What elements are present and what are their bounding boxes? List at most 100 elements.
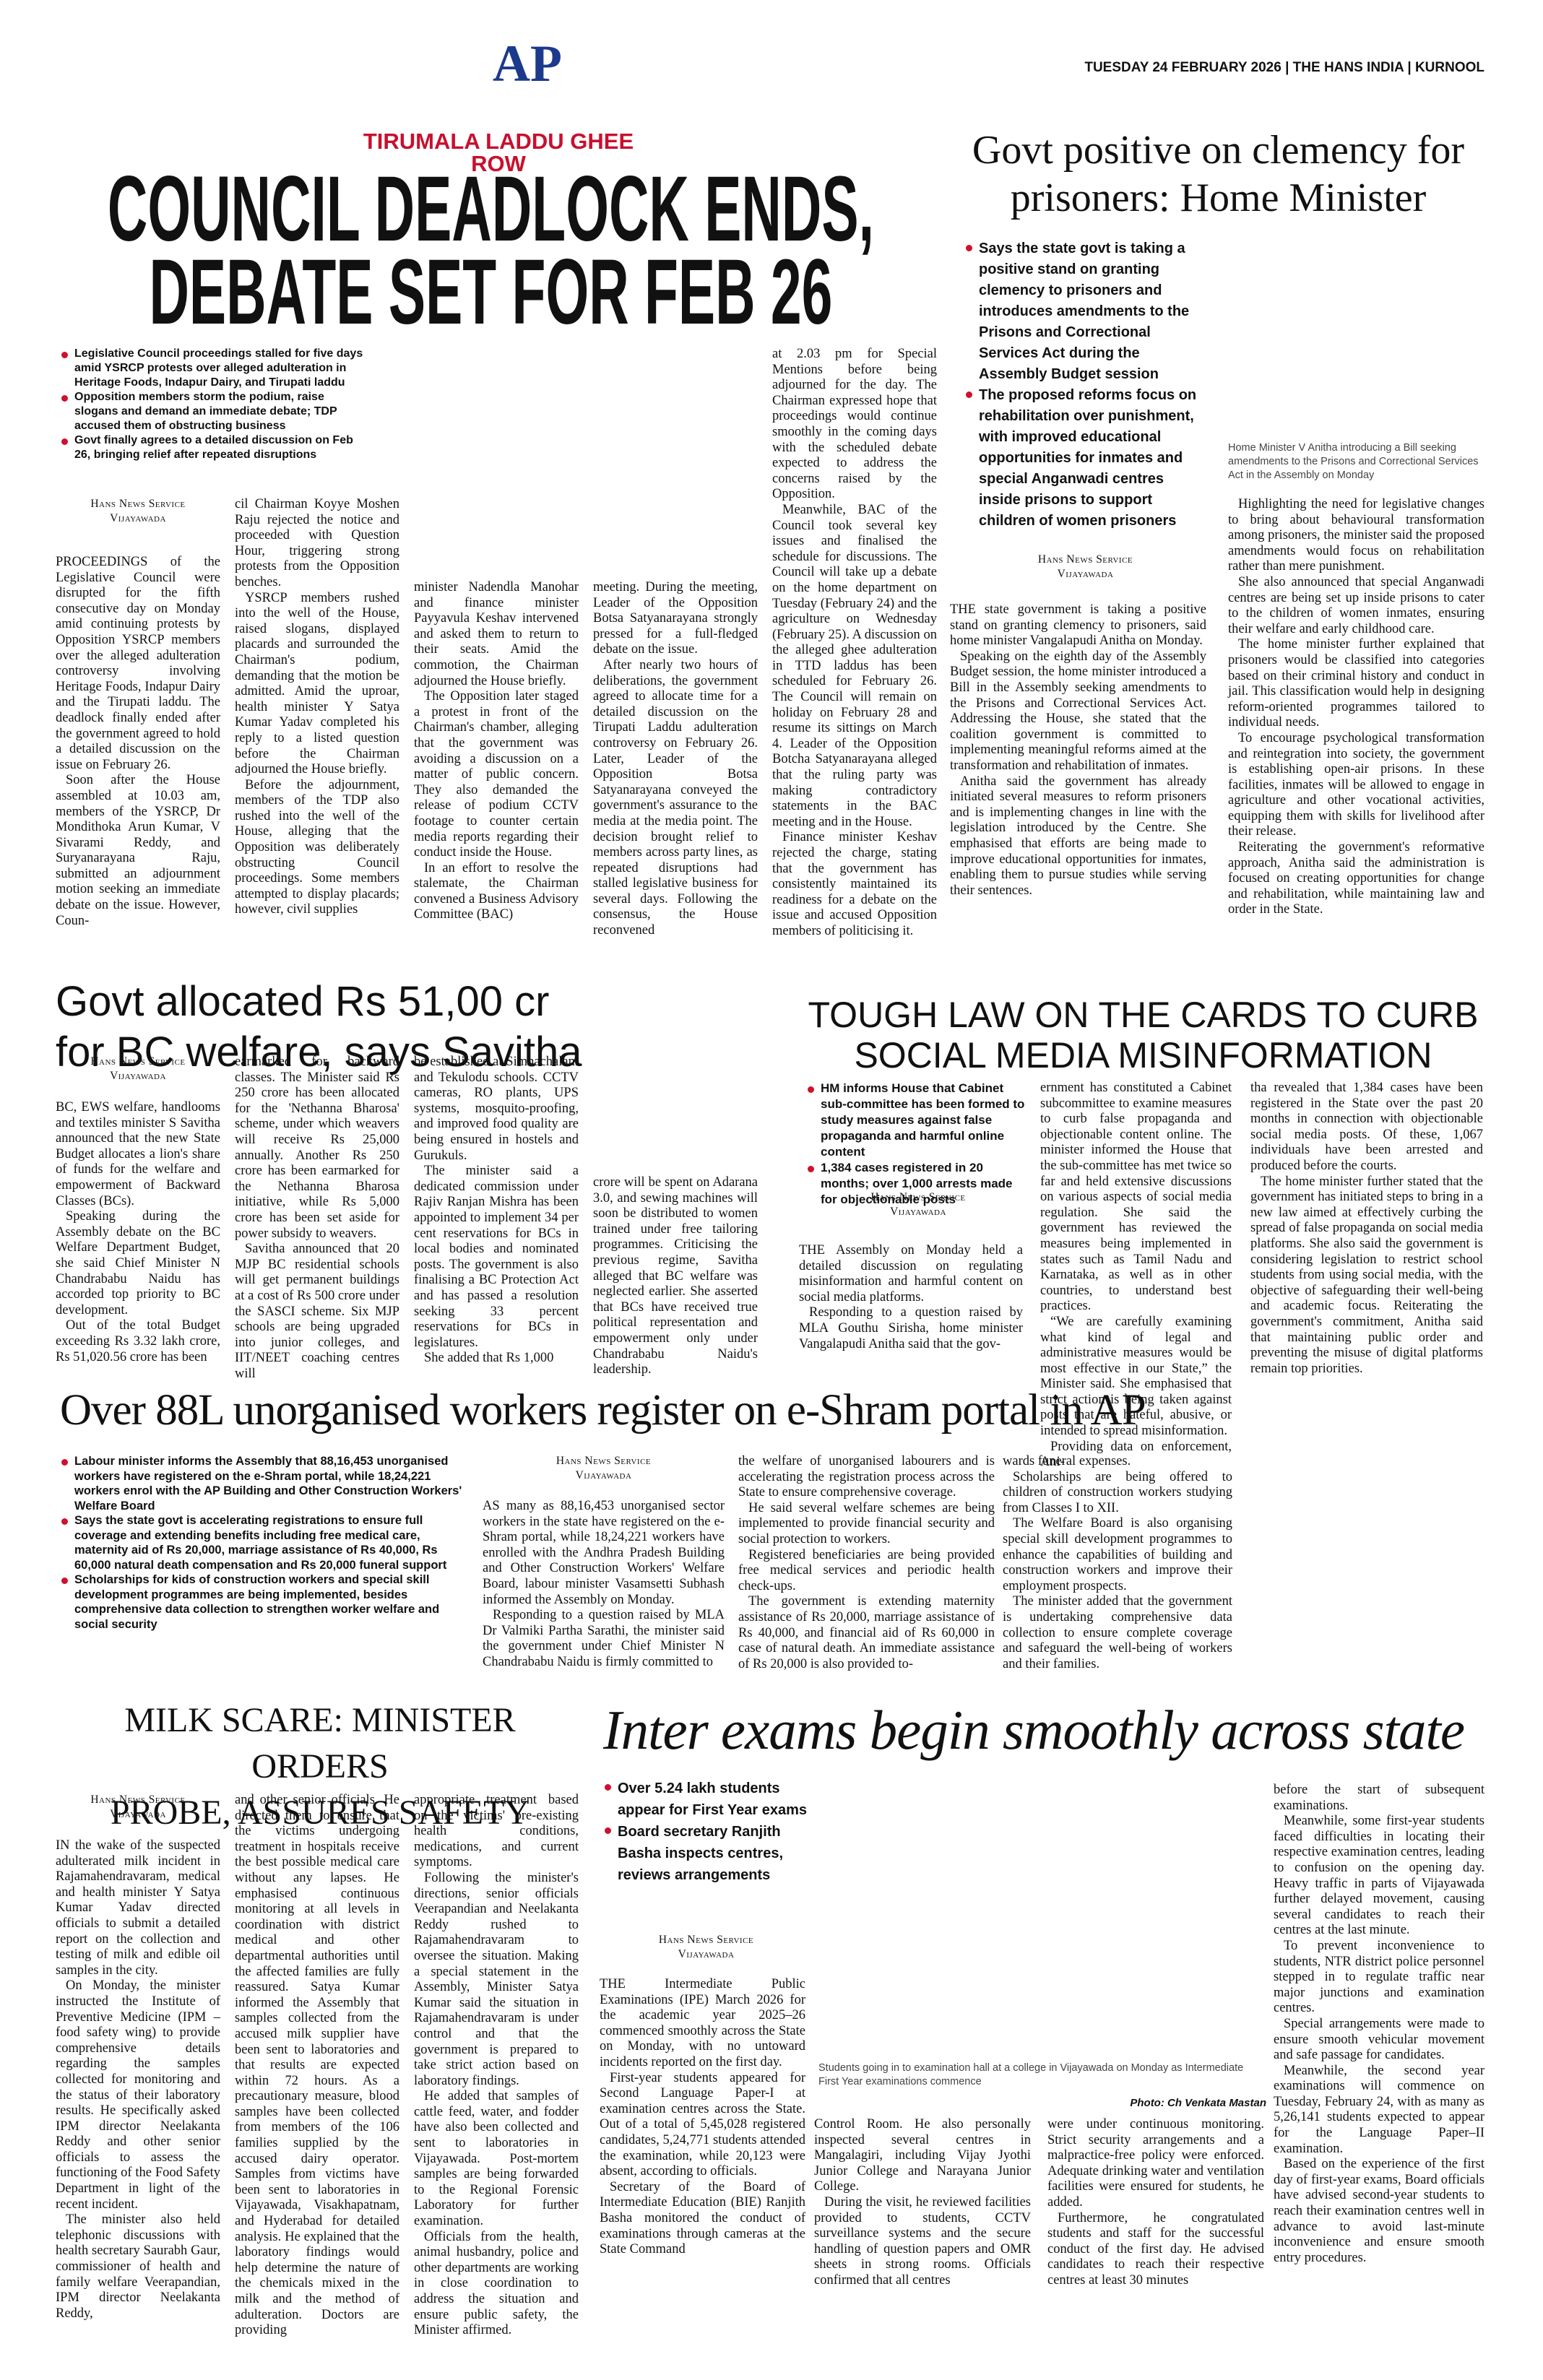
paragraph: THE Intermediate Public Examinations (IP…	[600, 1977, 805, 2069]
text-column: BC, EWS welfare, handlooms and textiles …	[56, 1100, 220, 1365]
paragraph: Responding to a question raised by MLA G…	[799, 1305, 1023, 1351]
headline: MILK SCARE: MINISTER ORDERS PROBE, ASSURE…	[60, 1697, 580, 1836]
paragraph: cil Chairman Koyye Moshen Raju rejected …	[235, 497, 399, 589]
text-column: and other senior officials. He directed …	[235, 1793, 399, 2339]
paragraph: To encourage psychological transformatio…	[1228, 730, 1484, 839]
paragraph: The minister said a dedicated commission…	[414, 1164, 579, 1350]
highlight: Says the state govt is accelerating regi…	[60, 1513, 467, 1572]
text-column: THE Intermediate Public Examinations (IP…	[600, 1977, 805, 2258]
paragraph: On Monday, the minister instructed the I…	[56, 1978, 220, 2212]
paragraph: BC, EWS welfare, handlooms and textiles …	[56, 1100, 220, 1208]
headline: Over 88L unorganised workers register on…	[60, 1385, 1245, 1436]
headline: Inter exams begin smoothly across state	[603, 1697, 1484, 1762]
text-column: crore will be spent on Adarana 3.0, and …	[593, 1175, 758, 1378]
byline-place: Vijayawada	[110, 1070, 166, 1082]
byline: Hans News Service Vijayawada	[56, 1793, 220, 1822]
text-column: the welfare of unorganised labourers and…	[738, 1454, 995, 1672]
text-column: AS many as 88,16,453 unorganised sector …	[483, 1499, 725, 1671]
text-column: at 2.03 pm for Special Mentions before b…	[772, 347, 937, 940]
paragraph: Secretary of the Board of Intermediate E…	[600, 2179, 805, 2257]
byline-place: Vijayawada	[110, 512, 166, 524]
paragraph: The home minister further stated that th…	[1250, 1174, 1483, 1376]
paragraph: PROCEEDINGS of the Legislative Council w…	[56, 555, 220, 772]
highlight: Scholarships for kids of construction wo…	[60, 1572, 467, 1632]
paragraph: before the start of subsequent examinati…	[1274, 1783, 1484, 1813]
headline-line: TOUGH LAW ON THE CARDS TO CURB	[808, 995, 1479, 1035]
paragraph: Special arrangements were made to ensure…	[1274, 2016, 1484, 2063]
paragraph: Reiterating the government's reformative…	[1228, 840, 1484, 917]
byline-agency: Hans News Service	[658, 1934, 754, 1946]
paragraph: Meanwhile, some first-year students face…	[1274, 1814, 1484, 1938]
byline: Hans News Service Vijayawada	[964, 553, 1206, 581]
paragraph: Soon after the House assembled at 10.03 …	[56, 773, 220, 928]
paragraph: appropriate treatment based on the victi…	[414, 1793, 579, 1870]
paragraph: He said several welfare schemes are bein…	[738, 1500, 995, 1546]
paragraph: He added that samples of cattle feed, wa…	[414, 2089, 579, 2229]
paragraph: Before the adjournment, members of the T…	[235, 777, 399, 917]
byline-place: Vijayawada	[575, 1469, 632, 1481]
paragraph: IN the wake of the suspected adulterated…	[56, 1838, 220, 1978]
paragraph: earmarked for backward classes. The Mini…	[235, 1055, 399, 1241]
paragraph: The government is extending maternity as…	[738, 1594, 995, 1671]
highlights: Says the state govt is taking a positive…	[964, 238, 1206, 532]
paragraph: The Opposition later staged a protest in…	[414, 689, 579, 860]
paragraph: Meanwhile, the second year examinations …	[1274, 2063, 1484, 2156]
byline-agency: Hans News Service	[556, 1455, 652, 1467]
highlight: Over 5.24 lakh students appear for First…	[603, 1778, 809, 1821]
byline-agency: Hans News Service	[90, 1055, 186, 1068]
paragraph: To prevent inconvenience to students, NT…	[1274, 1938, 1484, 2016]
headline: Govt positive on clemency for prisoners: …	[952, 126, 1484, 222]
paragraph: The Welfare Board is also organising spe…	[1003, 1516, 1232, 1593]
headline-line: MILK SCARE: MINISTER ORDERS	[124, 1701, 516, 1786]
paragraph: AS many as 88,16,453 unorganised sector …	[483, 1499, 725, 1607]
paragraph: at 2.03 pm for Special Mentions before b…	[772, 347, 937, 502]
text-column: THE Assembly on Monday held a detailed d…	[799, 1243, 1023, 1352]
highlight: HM informs House that Cabinet sub-commit…	[806, 1081, 1026, 1160]
paragraph: She added that Rs 1,000	[424, 1351, 554, 1366]
paragraph: Scholarships are being offered to childr…	[1003, 1469, 1232, 1515]
byline-agency: Hans News Service	[90, 1793, 186, 1806]
paragraph: Registered beneficiaries are being provi…	[738, 1547, 995, 1593]
byline: Hans News Service Vijayawada	[483, 1454, 725, 1483]
text-column: PROCEEDINGS of the Legislative Council w…	[56, 555, 220, 929]
paragraph: the welfare of unorganised labourers and…	[738, 1454, 995, 1500]
paragraph: Meanwhile, BAC of the Council took sever…	[772, 502, 937, 829]
text-column: IN the wake of the suspected adulterated…	[56, 1838, 220, 2321]
paragraph: Following the minister's directions, sen…	[414, 1870, 579, 2088]
paragraph: The minister also held telephonic discus…	[56, 2212, 220, 2321]
highlights: HM informs House that Cabinet sub-commit…	[806, 1081, 1026, 1208]
headline-line: COUNCIL DEADLOCK ENDS,	[107, 157, 874, 261]
dateline: TUESDAY 24 FEBRUARY 2026 | THE HANS INDI…	[1084, 60, 1484, 75]
text-column: cil Chairman Koyye Moshen Raju rejected …	[235, 497, 399, 918]
headline-line: Govt positive on clemency for	[972, 128, 1465, 173]
highlight: Govt finally agrees to a detailed discus…	[60, 433, 363, 462]
paragraph: THE Assembly on Monday held a detailed d…	[799, 1243, 1023, 1304]
paragraph: Providing data on enforcement, Ani-	[1040, 1439, 1232, 1470]
paragraph: Furthermore, he congratulated students a…	[1047, 2210, 1264, 2288]
paragraph: Speaking during the Assembly debate on t…	[56, 1209, 220, 1317]
paragraph: THE state government is taking a positiv…	[950, 602, 1206, 649]
highlights: Legislative Council proceedings stalled …	[60, 347, 363, 462]
byline: Hans News Service Vijayawada	[813, 1190, 1023, 1219]
paragraph: Responding to a question raised by MLA D…	[483, 1608, 725, 1669]
byline-agency: Hans News Service	[90, 498, 186, 510]
photo-credit: Photo: Ch Venkata Mastan	[1130, 2097, 1266, 2109]
highlight: Legislative Council proceedings stalled …	[60, 347, 363, 390]
paragraph: wards funeral expenses.	[1003, 1454, 1131, 1468]
text-column: be established at Simhachalam and Tekulo…	[414, 1055, 579, 1367]
headline-line: Over 88L unorganised workers register on…	[60, 1386, 1146, 1435]
paragraph: During the visit, he reviewed facilities…	[814, 2194, 1031, 2288]
byline: Hans News Service Vijayawada	[603, 1933, 809, 1962]
paragraph: minister Nadendla Manohar and finance mi…	[414, 580, 579, 688]
text-column: earmarked for backward classes. The Mini…	[235, 1055, 399, 1382]
headline: Govt allocated Rs 51,00 cr for BC welfare…	[56, 977, 655, 1078]
highlight: 1,384 cases registered in 20 months; ove…	[806, 1160, 1026, 1208]
text-column: wards funeral expenses. Scholarships are …	[1003, 1454, 1232, 1672]
byline-agency: Hans News Service	[1037, 553, 1133, 566]
text-column: ernment has constituted a Cabinet subcom…	[1040, 1081, 1232, 1471]
text-column: tha revealed that 1,384 cases have been …	[1250, 1081, 1483, 1377]
paragraph: tha revealed that 1,384 cases have been …	[1250, 1081, 1483, 1173]
byline-place: Vijayawada	[1057, 568, 1114, 580]
headline-line: DEBATE SET FOR FEB 26	[149, 241, 833, 344]
highlight: Opposition members storm the podium, rai…	[60, 390, 363, 433]
